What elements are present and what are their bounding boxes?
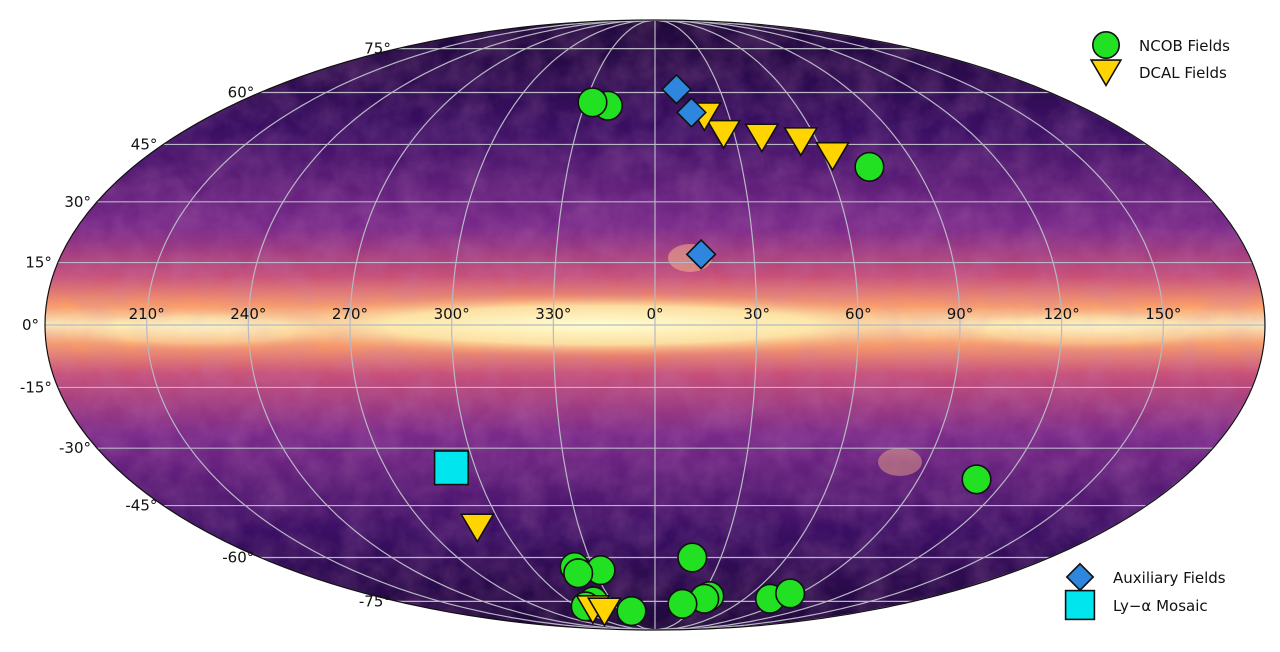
lat-tick-label: -15° <box>20 378 52 396</box>
dcal-marker <box>586 597 622 628</box>
legend-dcal-marker <box>1089 59 1123 87</box>
lon-tick-label: 210° <box>129 305 165 323</box>
lon-tick-label: 30° <box>743 305 770 323</box>
ncob-marker <box>667 588 698 619</box>
ncob-marker <box>577 87 608 118</box>
auxiliary-marker <box>685 238 717 270</box>
dcal-marker <box>706 119 742 150</box>
lon-tick-label: 270° <box>332 305 368 323</box>
grid-meridian <box>451 20 656 630</box>
legends: NCOB Fields DCAL Fields Auxiliary Fields Ly… <box>1064 30 1230 621</box>
ncob-marker <box>563 558 594 589</box>
dcal-marker <box>783 127 819 157</box>
auxiliary-marker <box>676 97 707 128</box>
lat-tick-label: -45° <box>125 497 157 515</box>
dcal-marker <box>459 513 495 544</box>
ncob-marker <box>775 578 806 609</box>
grid-meridian <box>247 20 656 630</box>
field-markers <box>433 73 992 628</box>
ncob-marker <box>677 542 708 573</box>
grid-meridian <box>349 20 656 630</box>
grid-meridian <box>146 20 656 630</box>
legend-ncob-label: NCOB Fields <box>1139 37 1230 55</box>
lon-tick-label: 0° <box>646 305 663 323</box>
lat-tick-label: -60° <box>222 549 254 567</box>
legend-mosaic-marker <box>1064 589 1096 621</box>
legend-auxiliary-marker <box>1065 562 1095 592</box>
lon-tick-label: 300° <box>434 305 470 323</box>
ncob-marker <box>854 151 885 182</box>
lon-tick-label: 240° <box>230 305 266 323</box>
legend-dcal-label: DCAL Fields <box>1139 64 1227 82</box>
lat-tick-label: 60° <box>228 83 255 101</box>
grid-meridian <box>654 20 1063 630</box>
lon-tick-label: 330° <box>535 305 571 323</box>
lon-tick-label: 60° <box>845 305 872 323</box>
lon-tick-label: 90° <box>947 305 974 323</box>
legend-ncob-marker <box>1092 30 1121 59</box>
lat-tick-label: 15° <box>25 254 52 272</box>
map-outline <box>44 19 1266 631</box>
lat-tick-label: -30° <box>59 439 91 457</box>
lon-tick-label: 120° <box>1044 305 1080 323</box>
auxiliary-marker <box>661 73 692 105</box>
grid-meridian <box>654 20 758 630</box>
grid-meridian <box>654 20 961 630</box>
mosaic-marker <box>433 450 469 486</box>
legend-auxiliary-label: Auxiliary Fields <box>1113 569 1226 587</box>
legend-mosaic-label: Ly−α Mosaic <box>1113 597 1208 615</box>
lon-tick-label: 150° <box>1145 305 1181 323</box>
latitude-tick-labels: 75° 60° 45° 30° 15° 0° -15° -30° -45° -60° -75° <box>20 40 391 611</box>
lat-tick-label: 45° <box>131 135 158 153</box>
grid-meridian <box>654 20 1164 630</box>
lat-tick-label: 30° <box>64 193 91 211</box>
ncob-marker <box>616 595 647 627</box>
lat-tick-label: 75° <box>364 40 391 58</box>
longitude-tick-labels: 150° 120° 90° 60° 30° 0° 330° 300° 270° 240° 210° <box>129 305 1182 323</box>
grid-meridian <box>654 20 859 630</box>
lat-tick-label: -75° <box>359 592 391 610</box>
dcal-marker <box>814 141 851 172</box>
dcal-marker <box>744 123 780 154</box>
ncob-marker <box>961 464 992 495</box>
lat-tick-label: 0° <box>22 316 39 334</box>
